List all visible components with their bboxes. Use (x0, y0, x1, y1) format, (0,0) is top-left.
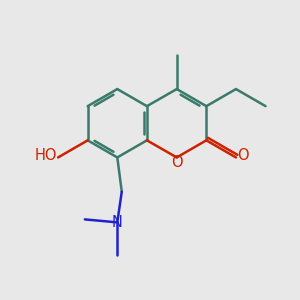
Text: O: O (171, 155, 183, 170)
Text: N: N (112, 215, 123, 230)
Text: O: O (237, 148, 248, 164)
Text: HO: HO (34, 148, 57, 164)
